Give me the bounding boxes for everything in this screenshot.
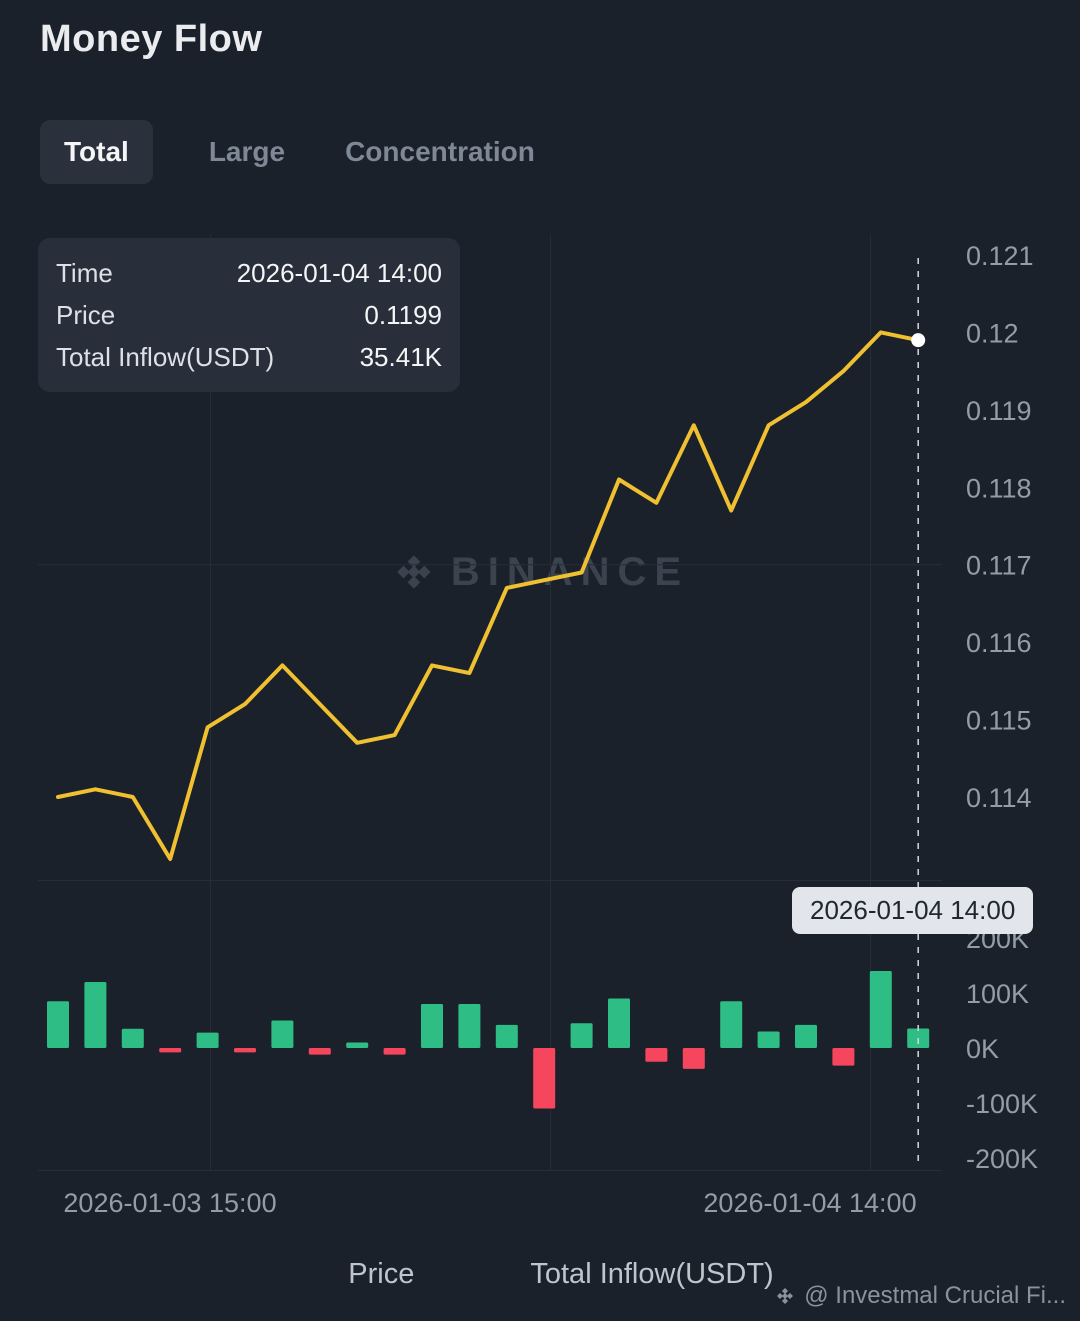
volume-bar[interactable]	[757, 1031, 780, 1049]
volume-bar[interactable]	[234, 1048, 256, 1053]
tooltip-row-time: Time 2026-01-04 14:00	[56, 252, 442, 294]
volume-bar[interactable]	[570, 1023, 593, 1048]
tooltip-row-inflow: Total Inflow(USDT) 35.41K	[56, 336, 442, 378]
price-axis-tick-label: 0.117	[966, 551, 1032, 581]
volume-bar[interactable]	[421, 1004, 443, 1048]
chart-legend: Price Total Inflow(USDT)	[306, 1258, 773, 1291]
price-axis-tick-label: 0.115	[966, 706, 1032, 736]
legend-inflow-label: Total Inflow(USDT)	[530, 1258, 774, 1290]
tooltip-inflow-value: 35.41K	[359, 341, 442, 372]
volume-bar[interactable]	[383, 1048, 406, 1055]
tooltip-price-value: 0.1199	[364, 299, 442, 330]
volume-bar[interactable]	[608, 998, 630, 1049]
tooltip-row-price: Price 0.1199	[56, 294, 442, 336]
volume-bar[interactable]	[682, 1048, 705, 1069]
tooltip-price-label: Price	[56, 299, 116, 330]
volume-bar[interactable]	[495, 1024, 518, 1048]
price-axis-tick-label: 0.12	[966, 318, 1019, 348]
chart-tooltip: Time 2026-01-04 14:00 Price 0.1199 Total…	[38, 238, 460, 392]
volume-bar[interactable]	[121, 1028, 144, 1048]
volume-bar[interactable]	[533, 1048, 556, 1109]
inflow-green-swatch	[458, 1264, 480, 1286]
price-line[interactable]	[56, 330, 921, 861]
volume-bar[interactable]	[458, 1004, 481, 1048]
price-axis-tick-label: 0.114	[966, 783, 1032, 813]
volume-bar[interactable]	[869, 971, 892, 1048]
legend-inflow[interactable]: Total Inflow(USDT)	[458, 1258, 773, 1291]
legend-price[interactable]: Price	[306, 1258, 414, 1291]
tooltip-inflow-label: Total Inflow(USDT)	[56, 341, 275, 372]
attribution-footer: @ Investmal Crucial Fi...	[774, 1282, 1066, 1310]
tab-bar: Total Large Concentration	[40, 120, 539, 184]
tooltip-time-value: 2026-01-04 14:00	[236, 257, 442, 288]
volume-bar[interactable]	[720, 1001, 743, 1048]
legend-price-label: Price	[348, 1258, 415, 1290]
tab-total[interactable]: Total	[40, 120, 153, 184]
volume-bar[interactable]	[832, 1048, 855, 1066]
page-title: Money Flow	[40, 18, 263, 60]
volume-bar[interactable]	[645, 1048, 668, 1062]
price-axis-tick-label: 0.116	[966, 628, 1032, 658]
binance-watermark: BINANCE	[391, 549, 689, 595]
tooltip-time-label: Time	[56, 257, 113, 288]
volume-bar[interactable]	[84, 982, 107, 1048]
volume-bar[interactable]	[308, 1048, 331, 1055]
volume-axis-tick-label: -200K	[966, 1144, 1038, 1174]
binance-diamond-icon	[777, 1288, 794, 1304]
crosshair-time-badge: 2026-01-04 14:00	[792, 887, 1034, 934]
volume-axis-tick-label: 100K	[966, 979, 1029, 1009]
watermark-text: BINANCE	[450, 549, 690, 594]
volume-axis-tick-label: 0K	[966, 1034, 999, 1064]
price-axis-tick-label: 0.118	[966, 473, 1032, 503]
price-axis-tick-label: 0.121	[966, 241, 1034, 271]
inflow-red-swatch	[497, 1265, 516, 1284]
volume-bar[interactable]	[196, 1032, 219, 1048]
price-line-swatch	[306, 1272, 334, 1278]
volume-bar[interactable]	[795, 1024, 817, 1048]
volume-bar[interactable]	[47, 1001, 69, 1048]
volume-bar[interactable]	[271, 1020, 294, 1049]
volume-axis-tick-label: -100K	[966, 1089, 1038, 1119]
volume-bar[interactable]	[159, 1048, 182, 1053]
tab-large[interactable]: Large	[208, 136, 286, 167]
crosshair-dot	[911, 333, 926, 348]
x-axis-tick-label: 2026-01-04 14:00	[703, 1188, 916, 1218]
tab-concentration[interactable]: Concentration	[345, 136, 535, 167]
x-axis-tick-label: 2026-01-03 15:00	[63, 1188, 276, 1218]
volume-bar[interactable]	[346, 1042, 369, 1049]
attribution-text: @ Investmal Crucial Fi...	[804, 1282, 1066, 1309]
price-axis-tick-label: 0.119	[966, 396, 1032, 426]
